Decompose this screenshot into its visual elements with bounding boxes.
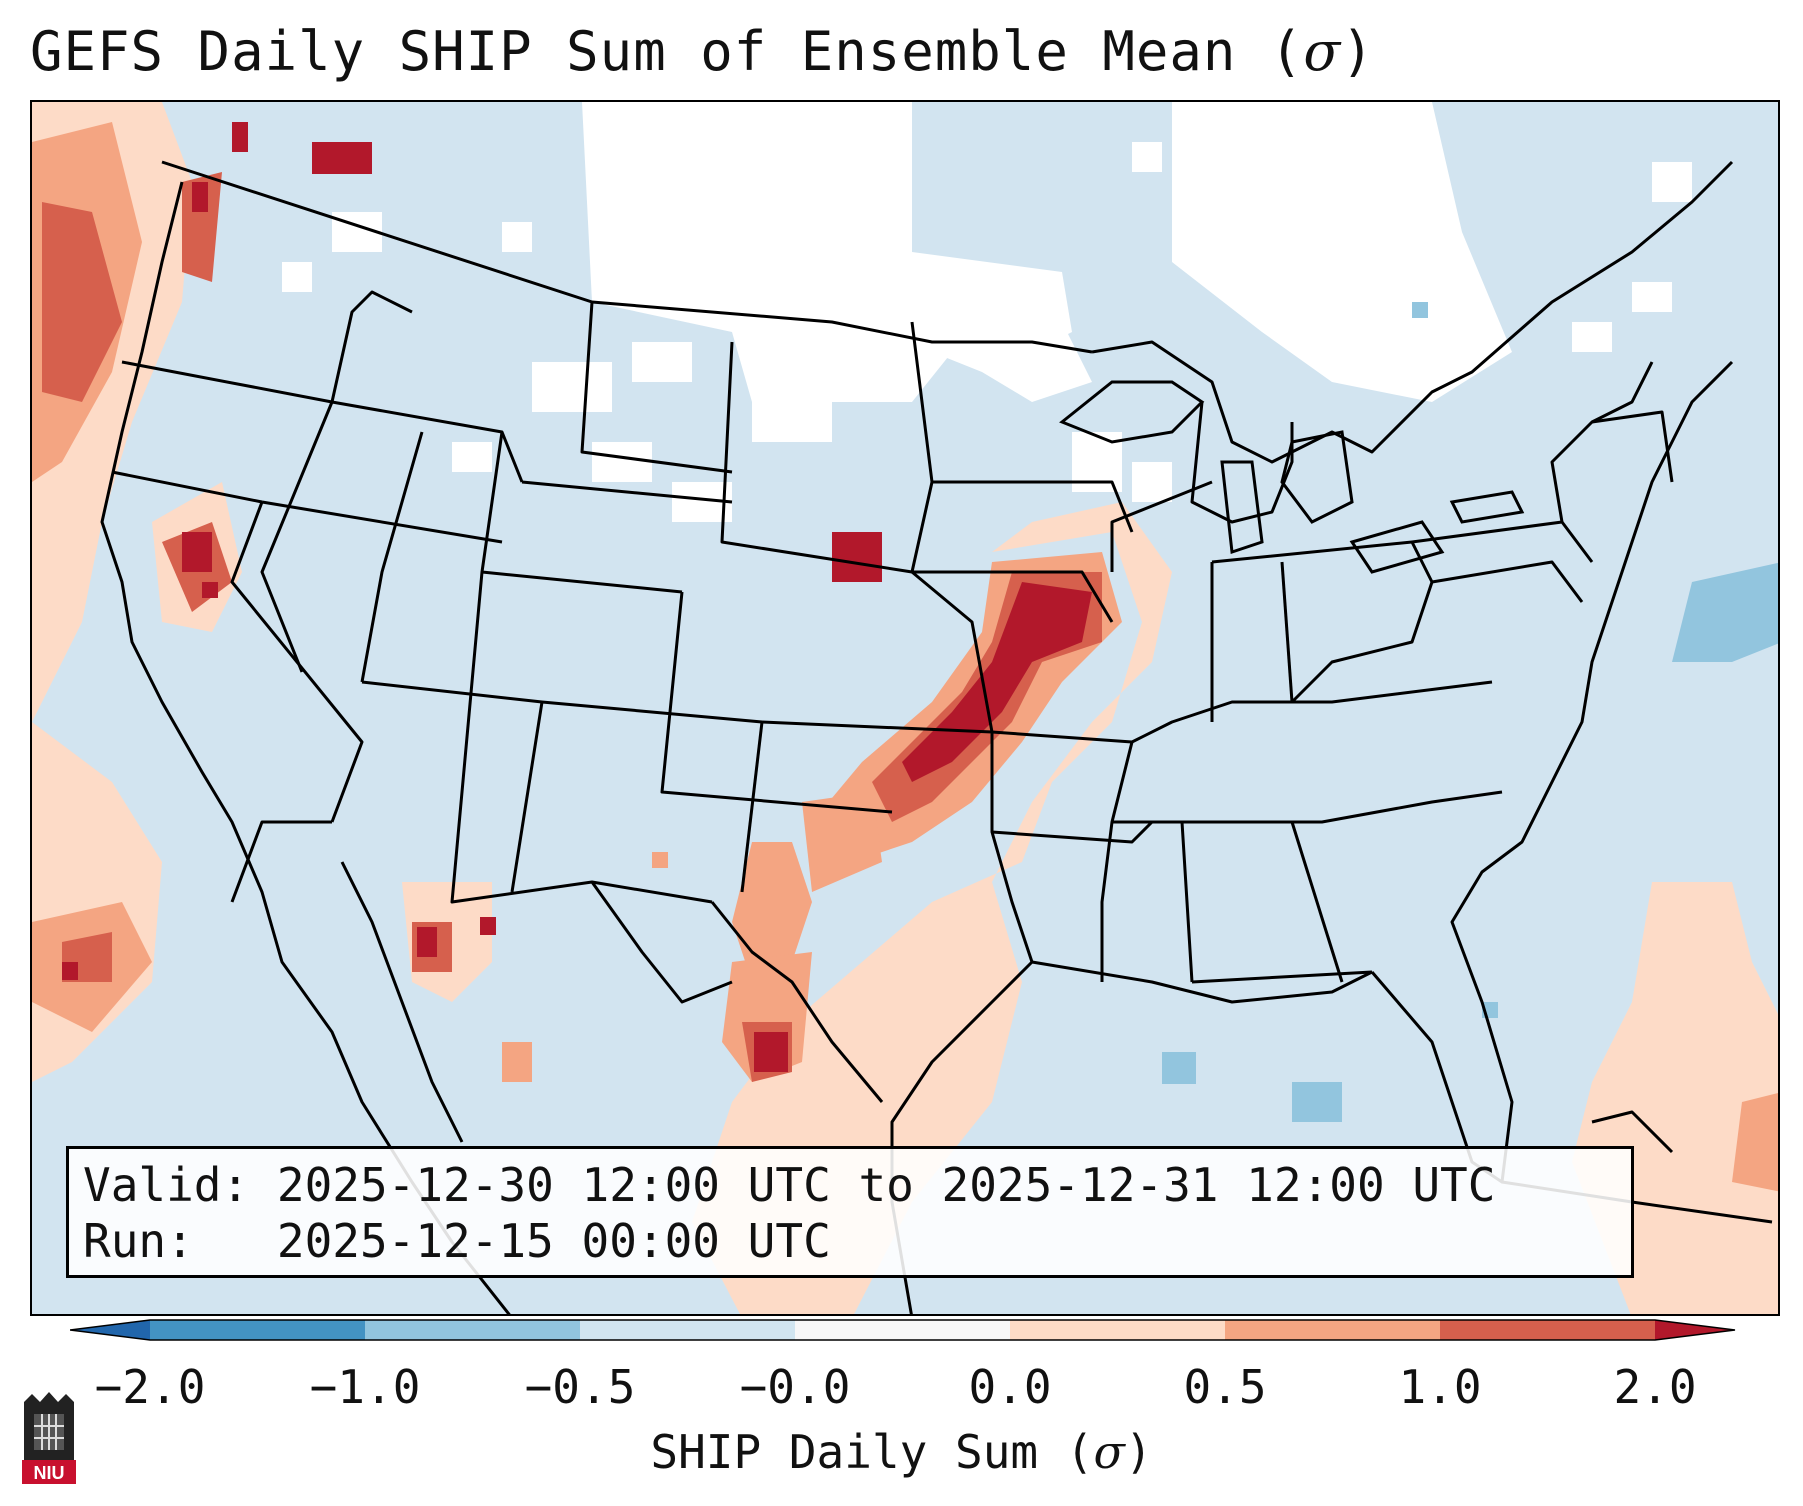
map-panel[interactable] bbox=[30, 100, 1780, 1316]
colorbar-tick-label: −0.5 bbox=[524, 1360, 636, 1414]
political-borders bbox=[100, 160, 1773, 1314]
great-lakes bbox=[1059, 380, 1525, 574]
neutral-areas bbox=[282, 102, 1692, 522]
colorbar-tick-label: −0.0 bbox=[739, 1360, 851, 1414]
map-title: GEFS Daily SHIP Sum of Ensemble Mean (σ) bbox=[30, 20, 1375, 83]
colorbar-tick-label: 2.0 bbox=[1613, 1360, 1697, 1414]
colorbar bbox=[70, 1319, 1736, 1341]
niu-logo-text: NIU bbox=[34, 1463, 65, 1483]
niu-logo: NIU bbox=[22, 1392, 76, 1484]
negative-anomaly-shading bbox=[1162, 302, 1778, 1122]
colorbar-tick-label: 0.5 bbox=[1183, 1360, 1267, 1414]
colorbar-extend-high bbox=[1655, 1320, 1735, 1340]
colorbar-extend-low bbox=[70, 1320, 150, 1340]
colorbar-tick-label: 0.0 bbox=[968, 1360, 1052, 1414]
colorbar-segment bbox=[365, 1320, 580, 1340]
colorbar-tick-label: 1.0 bbox=[1398, 1360, 1482, 1414]
colorbar-title: SHIP Daily Sum (σ) bbox=[650, 1425, 1153, 1479]
colorbar-segment bbox=[795, 1320, 1010, 1340]
map-canvas bbox=[32, 102, 1778, 1314]
colorbar-segment bbox=[1225, 1320, 1440, 1340]
colorbar-tick-label: −2.0 bbox=[94, 1360, 206, 1414]
valid-run-info: Valid: 2025-12-30 12:00 UTC to 2025-12-3… bbox=[66, 1146, 1634, 1278]
colorbar-segment bbox=[1440, 1320, 1655, 1340]
colorbar-segment bbox=[1010, 1320, 1225, 1340]
colorbar-tick-label: −1.0 bbox=[309, 1360, 421, 1414]
colorbar-segment bbox=[580, 1320, 795, 1340]
valid-line: Valid: 2025-12-30 12:00 UTC to 2025-12-3… bbox=[83, 1158, 1496, 1212]
colorbar-segment bbox=[150, 1320, 365, 1340]
run-line: Run: 2025-12-15 00:00 UTC bbox=[83, 1214, 831, 1268]
